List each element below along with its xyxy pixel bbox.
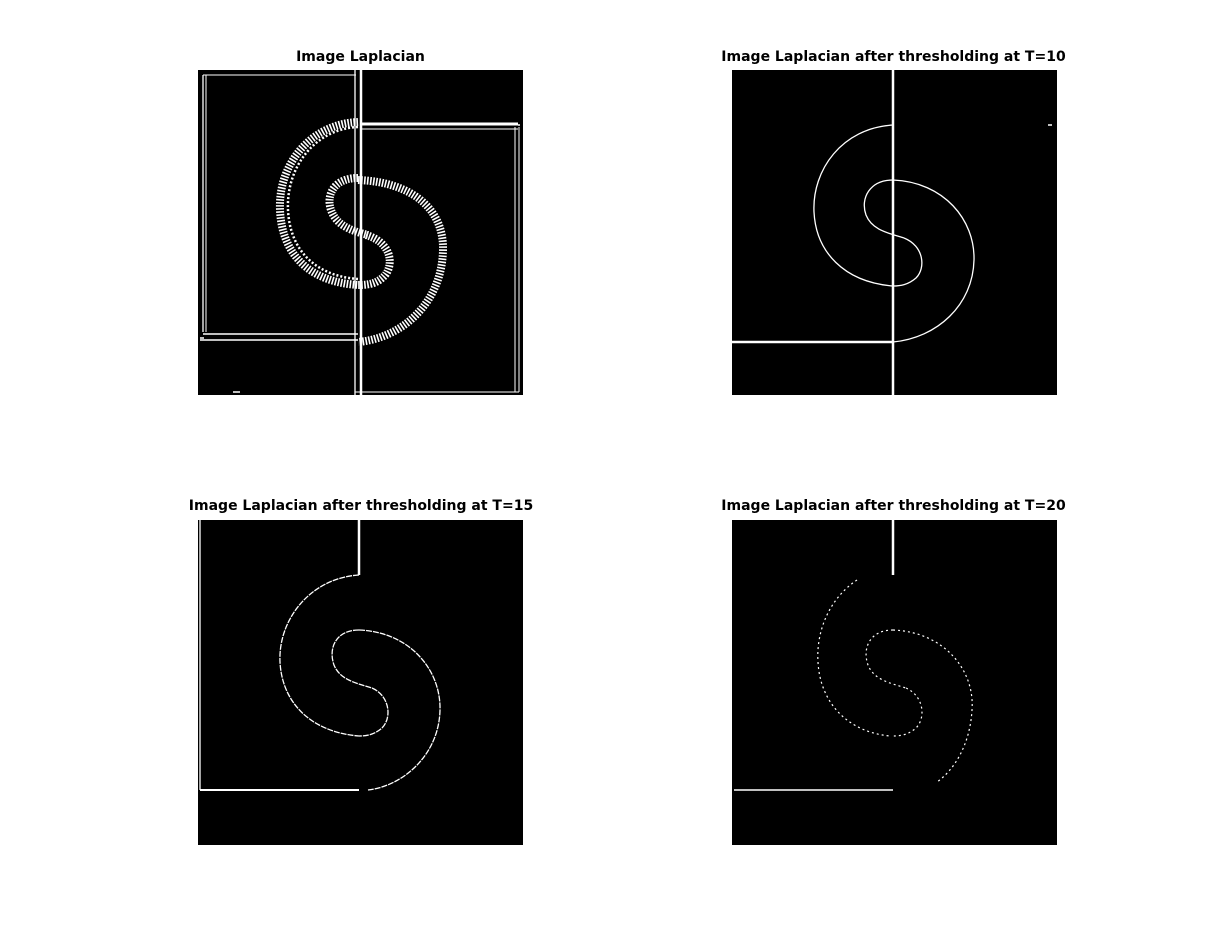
- laplacian-image: [198, 70, 523, 395]
- panel-title-threshold-10: Image Laplacian after thresholding at T=…: [721, 49, 1066, 65]
- panel-title-laplacian: Image Laplacian: [296, 49, 425, 65]
- threshold-20-image: [732, 520, 1057, 845]
- threshold-15-image: [198, 520, 523, 845]
- panel-title-threshold-15: Image Laplacian after thresholding at T=…: [188, 498, 534, 514]
- threshold-10-image: [732, 70, 1057, 395]
- panel-title-threshold-20: Image Laplacian after thresholding at T=…: [721, 498, 1066, 514]
